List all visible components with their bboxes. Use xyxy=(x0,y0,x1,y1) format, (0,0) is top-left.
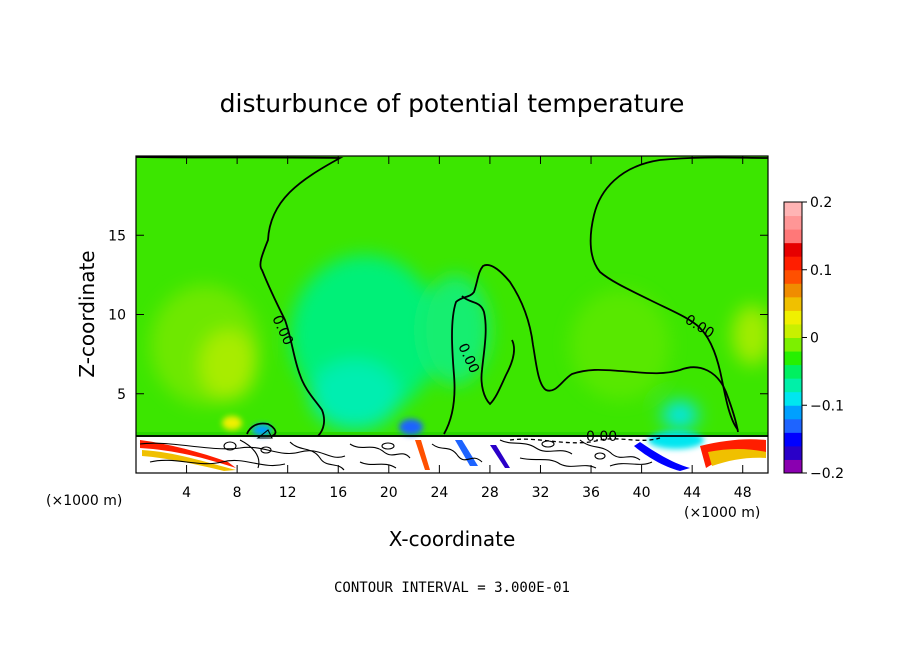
colorbar-swatch-6 xyxy=(784,378,802,393)
colorbar-swatch-1 xyxy=(784,445,802,460)
colorbar-label-4: −0.2 xyxy=(810,466,844,482)
x-tick-label-12: 12 xyxy=(279,485,297,501)
x-tick-label-44: 44 xyxy=(683,485,701,501)
plot-area: 0.00 0.00 0.00 0.00 xyxy=(136,156,768,473)
colorbar-swatch-3 xyxy=(784,418,802,433)
x-unit-right: (×1000 m) xyxy=(684,505,760,521)
colorbar-swatch-2 xyxy=(784,432,802,447)
y-axis: 5 10 15 xyxy=(108,228,768,403)
x-tick-label-32: 32 xyxy=(532,485,550,501)
cold-streak-center xyxy=(455,440,478,466)
y-tick-label-10: 10 xyxy=(108,308,126,324)
mixed-streak-center xyxy=(415,440,430,470)
cold-streak-center-2 xyxy=(490,445,510,468)
cold-patch-2 xyxy=(399,419,423,435)
colorbar-label-0: 0.2 xyxy=(810,195,832,211)
colorbar-swatch-18 xyxy=(784,215,802,230)
warm-patch-1 xyxy=(222,416,242,430)
x-tick-label-48: 48 xyxy=(734,485,752,501)
y-axis-label: Z-coordinate xyxy=(75,250,99,377)
cold-patch-3 xyxy=(648,431,704,449)
cold-patch-1 xyxy=(252,424,272,436)
colorbar-label-3: −0.1 xyxy=(810,398,844,414)
contour-label-4: 0.00 xyxy=(586,429,617,445)
zero-contours xyxy=(136,156,768,444)
warm-streak-west xyxy=(140,440,236,468)
colorbar-swatch-0 xyxy=(784,459,802,474)
cold-streak-east xyxy=(634,442,690,471)
x-tick-label-20: 20 xyxy=(380,485,398,501)
x-tick-label-24: 24 xyxy=(430,485,448,501)
warm-anomaly-far-east xyxy=(732,305,768,365)
colorbar-swatch-8 xyxy=(784,351,802,366)
x-tick-label-36: 36 xyxy=(582,485,600,501)
cool-anomaly-east-low xyxy=(662,401,698,429)
colorbar-swatch-15 xyxy=(784,256,802,271)
colorbar-label-2: 0 xyxy=(810,331,819,347)
warm-anomaly-east xyxy=(570,290,670,400)
contour-interval-note: CONTOUR INTERVAL = 3.000E-01 xyxy=(334,580,570,596)
y-tick-label-15: 15 xyxy=(108,228,126,244)
contour-low-dashed xyxy=(509,437,661,444)
warm-streak-east-2 xyxy=(708,449,766,466)
x-tick-label-8: 8 xyxy=(233,485,242,501)
cool-anomaly-central-low xyxy=(310,360,400,430)
y-tick-label-5: 5 xyxy=(117,387,126,403)
boundary-layer xyxy=(136,416,768,473)
boundary-layer-top xyxy=(136,432,768,437)
colorbar-swatch-13 xyxy=(784,283,802,298)
warm-streak-west-2 xyxy=(142,450,236,471)
colorbar-swatch-14 xyxy=(784,269,802,284)
colorbar-swatch-7 xyxy=(784,364,802,379)
contour-center-inner xyxy=(461,295,515,406)
contour-center xyxy=(443,264,739,435)
x-axis-label: X-coordinate xyxy=(389,527,516,551)
x-unit-left: (×1000 m) xyxy=(46,493,122,509)
contour-east xyxy=(589,156,768,431)
colorbar-swatch-11 xyxy=(784,310,802,325)
colorbar-swatch-16 xyxy=(784,242,802,257)
contour-west xyxy=(136,156,344,437)
colorbar-swatch-4 xyxy=(784,405,802,420)
chart-title: disturbunce of potential temperature xyxy=(220,89,685,118)
colorbar-swatch-5 xyxy=(784,391,802,406)
colorbar-label-1: 0.1 xyxy=(810,263,832,279)
x-tick-label-28: 28 xyxy=(481,485,499,501)
x-tick-label-16: 16 xyxy=(329,485,347,501)
colorbar-swatch-19 xyxy=(784,202,802,217)
x-tick-label-40: 40 xyxy=(633,485,651,501)
x-tick-label-4: 4 xyxy=(182,485,191,501)
warm-anomaly-west-core xyxy=(200,330,256,400)
colorbar-swatch-17 xyxy=(784,229,802,244)
colorbar-swatch-12 xyxy=(784,296,802,311)
colorbar-swatch-9 xyxy=(784,337,802,352)
colorbar-swatch-10 xyxy=(784,323,802,338)
x-axis: 4 8 12 16 20 24 28 32 36 40 44 48 xyxy=(182,156,752,501)
colorbar: 0.2 0.1 0 −0.1 −0.2 xyxy=(783,195,844,482)
contour-low-blob xyxy=(246,422,277,437)
